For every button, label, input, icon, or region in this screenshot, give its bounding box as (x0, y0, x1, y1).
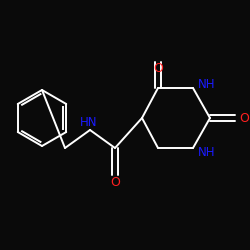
Text: NH: NH (198, 146, 216, 158)
Text: O: O (110, 176, 120, 190)
Text: HN: HN (80, 116, 98, 128)
Text: O: O (153, 62, 163, 76)
Text: NH: NH (198, 78, 216, 90)
Text: O: O (239, 112, 249, 124)
